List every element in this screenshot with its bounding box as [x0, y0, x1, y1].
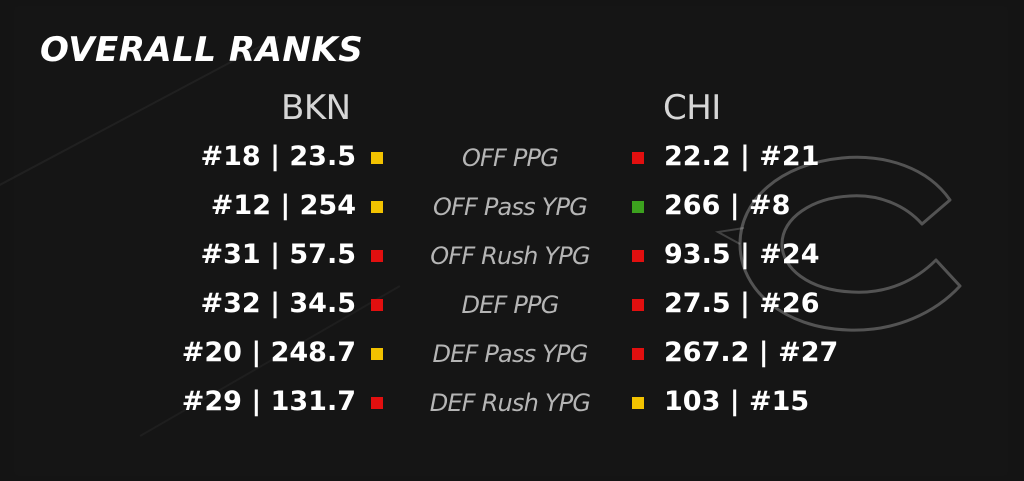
right-rank-value: 266 | #8	[664, 190, 791, 221]
right-rank-value: 27.5 | #26	[664, 288, 820, 319]
stat-label: OFF Pass YPG	[432, 193, 588, 221]
chicago-bears-c-logo-icon	[714, 155, 962, 332]
left-indicator-square-icon	[371, 201, 383, 213]
stat-row: #29 | 131.7 DEF Rush YPG 103 | #15	[0, 378, 1024, 427]
stat-label: OFF Rush YPG	[430, 242, 590, 270]
left-indicator-square-icon	[371, 348, 383, 360]
right-rank-value: 103 | #15	[664, 386, 810, 417]
left-rank-value: #32 | 34.5	[200, 288, 356, 319]
stat-row: #12 | 254 OFF Pass YPG 266 | #8	[0, 182, 1024, 231]
stat-row: #18 | 23.5 OFF PPG 22.2 | #21	[0, 133, 1024, 182]
right-rank-value: 22.2 | #21	[664, 141, 820, 172]
right-rank-value: 267.2 | #27	[664, 337, 839, 368]
stat-row: #20 | 248.7 DEF Pass YPG 267.2 | #27	[0, 329, 1024, 378]
stat-label: DEF Rush YPG	[429, 389, 591, 417]
left-rank-value: #12 | 254	[210, 190, 356, 221]
stat-label: OFF PPG	[461, 144, 559, 172]
team-right-header: CHI	[663, 88, 721, 128]
right-indicator-square-icon	[632, 152, 644, 164]
right-indicator-square-icon	[632, 250, 644, 262]
stat-label: DEF PPG	[461, 291, 559, 319]
left-indicator-square-icon	[371, 152, 383, 164]
stat-row: #31 | 57.5 OFF Rush YPG 93.5 | #24	[0, 231, 1024, 280]
team-left-header: BKN	[281, 88, 351, 128]
right-rank-value: 93.5 | #24	[664, 239, 820, 270]
left-rank-value: #29 | 131.7	[181, 386, 356, 417]
panel-background	[14, 6, 1008, 476]
right-indicator-square-icon	[632, 201, 644, 213]
right-indicator-square-icon	[632, 299, 644, 311]
right-indicator-square-icon	[632, 397, 644, 409]
page-title: OVERALL RANKS	[40, 30, 364, 70]
stat-row: #32 | 34.5 DEF PPG 27.5 | #26	[0, 280, 1024, 329]
left-rank-value: #20 | 248.7	[181, 337, 356, 368]
stats-list: #18 | 23.5 OFF PPG 22.2 | #21 #12 | 254 …	[0, 133, 1024, 427]
left-indicator-square-icon	[371, 299, 383, 311]
left-indicator-square-icon	[371, 250, 383, 262]
right-indicator-square-icon	[632, 348, 644, 360]
left-rank-value: #18 | 23.5	[200, 141, 356, 172]
left-rank-value: #31 | 57.5	[200, 239, 356, 270]
left-indicator-square-icon	[371, 397, 383, 409]
stat-label: DEF Pass YPG	[432, 340, 588, 368]
